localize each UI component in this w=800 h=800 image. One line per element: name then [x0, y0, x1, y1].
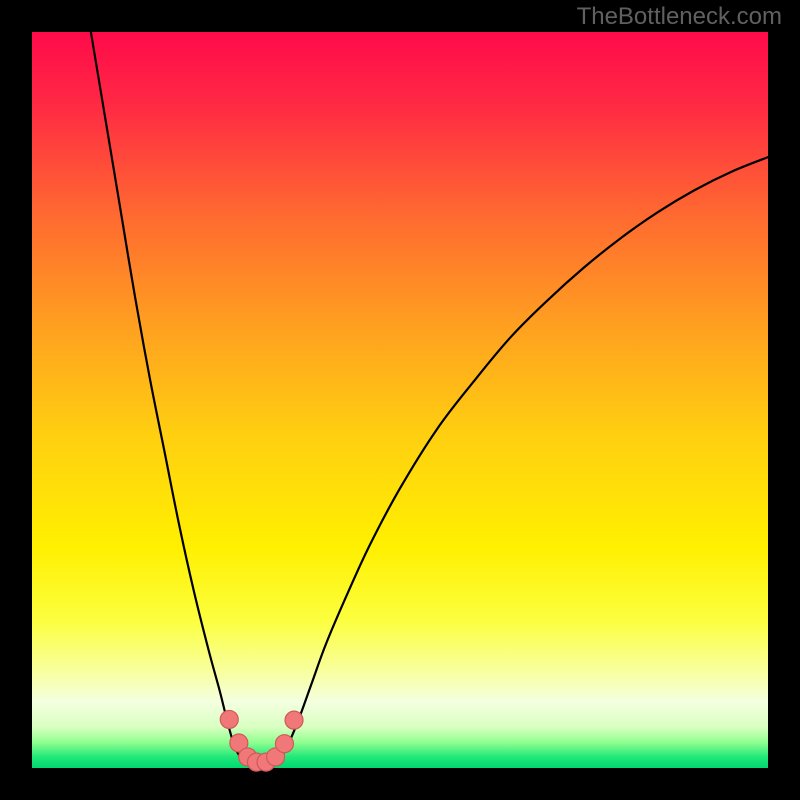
watermark-text: TheBottleneck.com: [577, 3, 782, 31]
data-marker: [220, 710, 238, 728]
data-marker: [285, 711, 303, 729]
chart-container: TheBottleneck.com: [0, 0, 800, 800]
curve-layer: [32, 32, 768, 768]
plot-area: [32, 32, 768, 768]
data-marker: [275, 735, 293, 753]
marker-group: [220, 710, 303, 771]
bottleneck-curve: [91, 32, 768, 768]
